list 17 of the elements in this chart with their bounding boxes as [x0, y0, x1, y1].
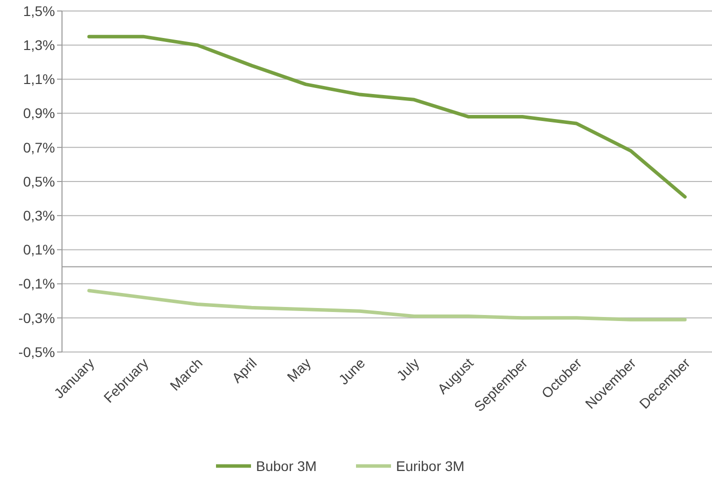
y-tick-label: -0,5%: [18, 344, 55, 360]
y-tick-label: -0,3%: [18, 310, 55, 326]
y-tick-label: 1,3%: [23, 37, 55, 53]
line-series: [87, 34, 687, 199]
y-tick-label: 1,1%: [23, 71, 55, 88]
legend-label: Euribor 3M: [396, 458, 464, 474]
legend-label: Bubor 3M: [256, 458, 317, 474]
y-tick-label: -0,1%: [18, 276, 55, 292]
y-tick-label: 1,5%: [23, 2, 55, 19]
y-tick-label: 0,3%: [23, 208, 55, 224]
y-tick-label: 0,5%: [23, 173, 55, 190]
line-series: [87, 288, 687, 322]
x-tick-label: May: [284, 354, 314, 385]
x-tick-label: July: [393, 354, 422, 384]
y-tick-label: 0,7%: [23, 139, 55, 156]
y-tick-label: 0,1%: [23, 242, 55, 258]
y-tick-label: 0,9%: [23, 105, 55, 122]
